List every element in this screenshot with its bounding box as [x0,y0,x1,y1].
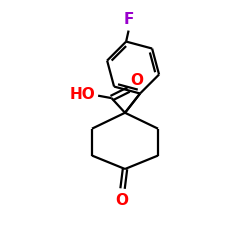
Text: HO: HO [70,87,96,102]
Text: F: F [124,12,134,27]
Text: O: O [115,193,128,208]
Text: O: O [130,72,143,88]
